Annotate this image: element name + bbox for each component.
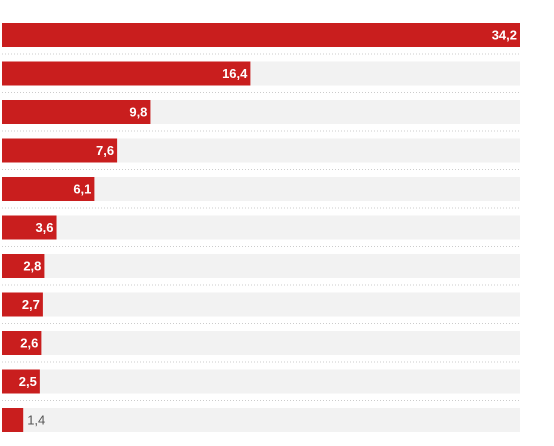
bar — [2, 61, 251, 86]
bar — [2, 369, 40, 394]
value-label: 2,8 — [23, 258, 41, 273]
bar-track — [2, 408, 520, 432]
value-label: 1,4 — [27, 412, 45, 427]
bar — [2, 331, 42, 355]
bar — [2, 23, 520, 47]
bar — [2, 138, 118, 163]
bar-track — [2, 215, 520, 240]
bar-track — [2, 369, 520, 394]
value-label: 16,4 — [222, 66, 248, 81]
bar — [2, 408, 24, 432]
bar — [2, 177, 95, 201]
value-label: 2,6 — [20, 335, 38, 350]
value-label: 2,5 — [19, 374, 37, 389]
bar — [2, 215, 57, 240]
value-label: 3,6 — [35, 220, 53, 235]
value-label: 9,8 — [129, 104, 147, 119]
bar-track — [2, 254, 520, 278]
bar-track — [2, 292, 520, 317]
value-label: 2,7 — [22, 297, 40, 312]
bar — [2, 254, 45, 278]
bar — [2, 292, 43, 317]
value-label: 6,1 — [73, 181, 91, 196]
bar — [2, 100, 151, 124]
value-label: 7,6 — [96, 143, 114, 158]
value-label: 34,2 — [492, 27, 517, 42]
bar-track — [2, 331, 520, 355]
